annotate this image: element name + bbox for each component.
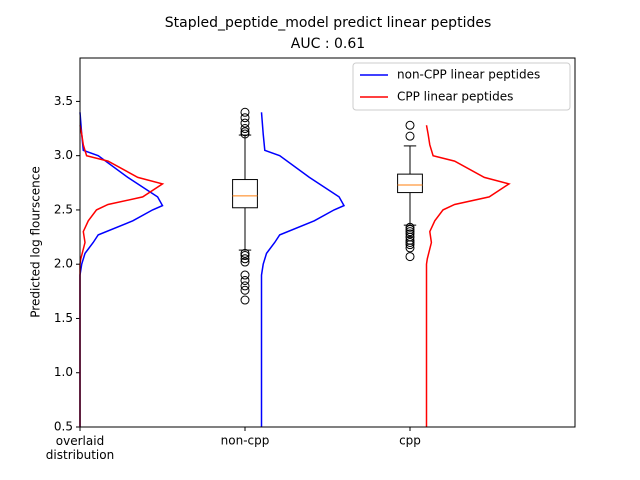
- flier: [240, 107, 250, 117]
- flier: [240, 270, 250, 280]
- flier: [405, 252, 415, 262]
- legend-label: CPP linear peptides: [397, 90, 513, 104]
- flier: [405, 131, 415, 141]
- y-tick-label: 3.0: [54, 148, 73, 162]
- flier: [405, 238, 415, 247]
- flier: [405, 227, 415, 237]
- x-tick-label: overlaid distribution: [46, 434, 114, 462]
- flier: [240, 118, 250, 128]
- y-tick-label: 3.5: [54, 94, 73, 108]
- legend-label: non-CPP linear peptides: [397, 68, 540, 82]
- chart-title: Stapled_peptide_model predict linear pep…: [165, 15, 492, 31]
- flier: [240, 295, 250, 305]
- flier: [405, 229, 415, 239]
- flier: [405, 120, 415, 130]
- flier: [405, 240, 415, 250]
- flier: [240, 113, 250, 123]
- y-tick-label: 2.0: [54, 257, 73, 271]
- flier: [240, 129, 250, 139]
- density-curve: [260, 112, 346, 427]
- box: [232, 179, 258, 209]
- flier: [240, 248, 250, 258]
- y-tick-label: 1.0: [54, 365, 73, 379]
- chart-subtitle: AUC : 0.61: [291, 36, 365, 52]
- flier: [240, 124, 250, 134]
- y-tick-label: 0.5: [54, 420, 73, 434]
- y-tick-label: 2.5: [54, 202, 73, 216]
- y-axis-label: Predicted log flourscence: [29, 166, 43, 318]
- flier: [240, 281, 250, 291]
- plot-frame: [79, 57, 576, 428]
- x-tick-label: non-cpp: [221, 434, 270, 448]
- y-tick-label: 1.5: [54, 311, 73, 325]
- flier: [405, 243, 415, 253]
- density-curve: [79, 125, 165, 427]
- density-curve: [425, 125, 511, 427]
- flier: [240, 251, 250, 261]
- flier: [240, 285, 250, 295]
- legend-box: [352, 62, 571, 111]
- flier: [405, 222, 415, 232]
- flier: [240, 254, 250, 264]
- x-tick-label: cpp: [399, 434, 421, 448]
- box: [397, 173, 423, 194]
- flier: [240, 127, 250, 137]
- density-curve: [79, 112, 164, 427]
- flier: [240, 257, 250, 267]
- flier: [240, 275, 250, 285]
